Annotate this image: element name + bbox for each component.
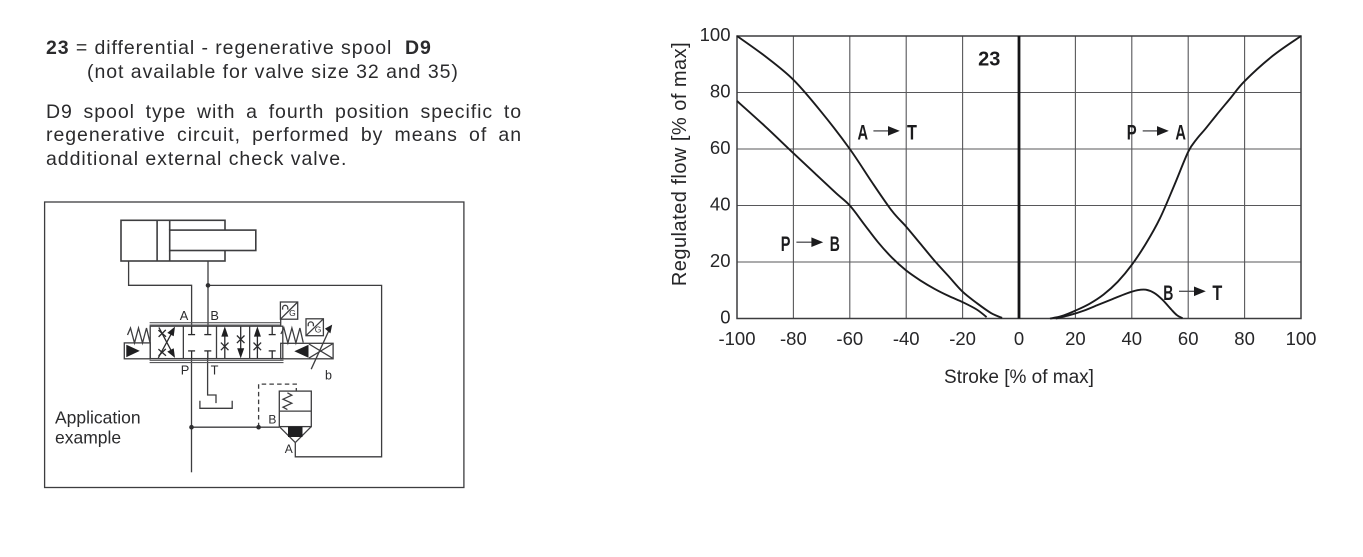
svg-text:P: P — [181, 363, 190, 378]
svg-text:-40: -40 — [893, 328, 920, 349]
svg-text:A: A — [858, 121, 869, 145]
svg-text:T: T — [1212, 281, 1222, 305]
svg-text:B: B — [210, 308, 219, 323]
svg-text:A: A — [180, 308, 189, 323]
svg-text:P: P — [781, 232, 791, 256]
svg-text:100: 100 — [700, 24, 731, 45]
svg-text:Regulated flow [% of max]: Regulated flow [% of max] — [669, 42, 691, 286]
svg-text:20: 20 — [1065, 328, 1086, 349]
svg-text:T: T — [907, 121, 917, 145]
svg-text:G: G — [289, 308, 296, 318]
svg-text:B: B — [830, 232, 840, 256]
svg-text:example: example — [55, 428, 121, 448]
svg-text:0: 0 — [720, 307, 730, 328]
svg-text:80: 80 — [710, 81, 731, 102]
svg-text:G: G — [315, 325, 322, 335]
svg-text:40: 40 — [1122, 328, 1143, 349]
svg-text:Stroke [% of max]: Stroke [% of max] — [944, 367, 1094, 388]
svg-text:40: 40 — [710, 194, 731, 215]
svg-text:B: B — [268, 413, 276, 427]
svg-text:100: 100 — [1286, 328, 1317, 349]
svg-text:23: 23 — [978, 48, 1000, 70]
svg-text:A: A — [285, 442, 293, 456]
svg-text:-80: -80 — [780, 328, 807, 349]
svg-text:P: P — [1127, 121, 1137, 145]
svg-text:-20: -20 — [949, 328, 976, 349]
svg-text:Application: Application — [55, 408, 141, 428]
svg-text:A: A — [1175, 121, 1186, 145]
svg-text:b: b — [325, 368, 332, 382]
svg-text:60: 60 — [1178, 328, 1199, 349]
svg-text:-100: -100 — [718, 328, 755, 349]
svg-text:20: 20 — [710, 250, 731, 271]
svg-text:-60: -60 — [836, 328, 863, 349]
svg-text:60: 60 — [710, 137, 731, 158]
svg-text:0: 0 — [1014, 328, 1024, 349]
svg-text:T: T — [211, 362, 219, 377]
svg-text:80: 80 — [1234, 328, 1255, 349]
svg-text:B: B — [1163, 281, 1173, 305]
